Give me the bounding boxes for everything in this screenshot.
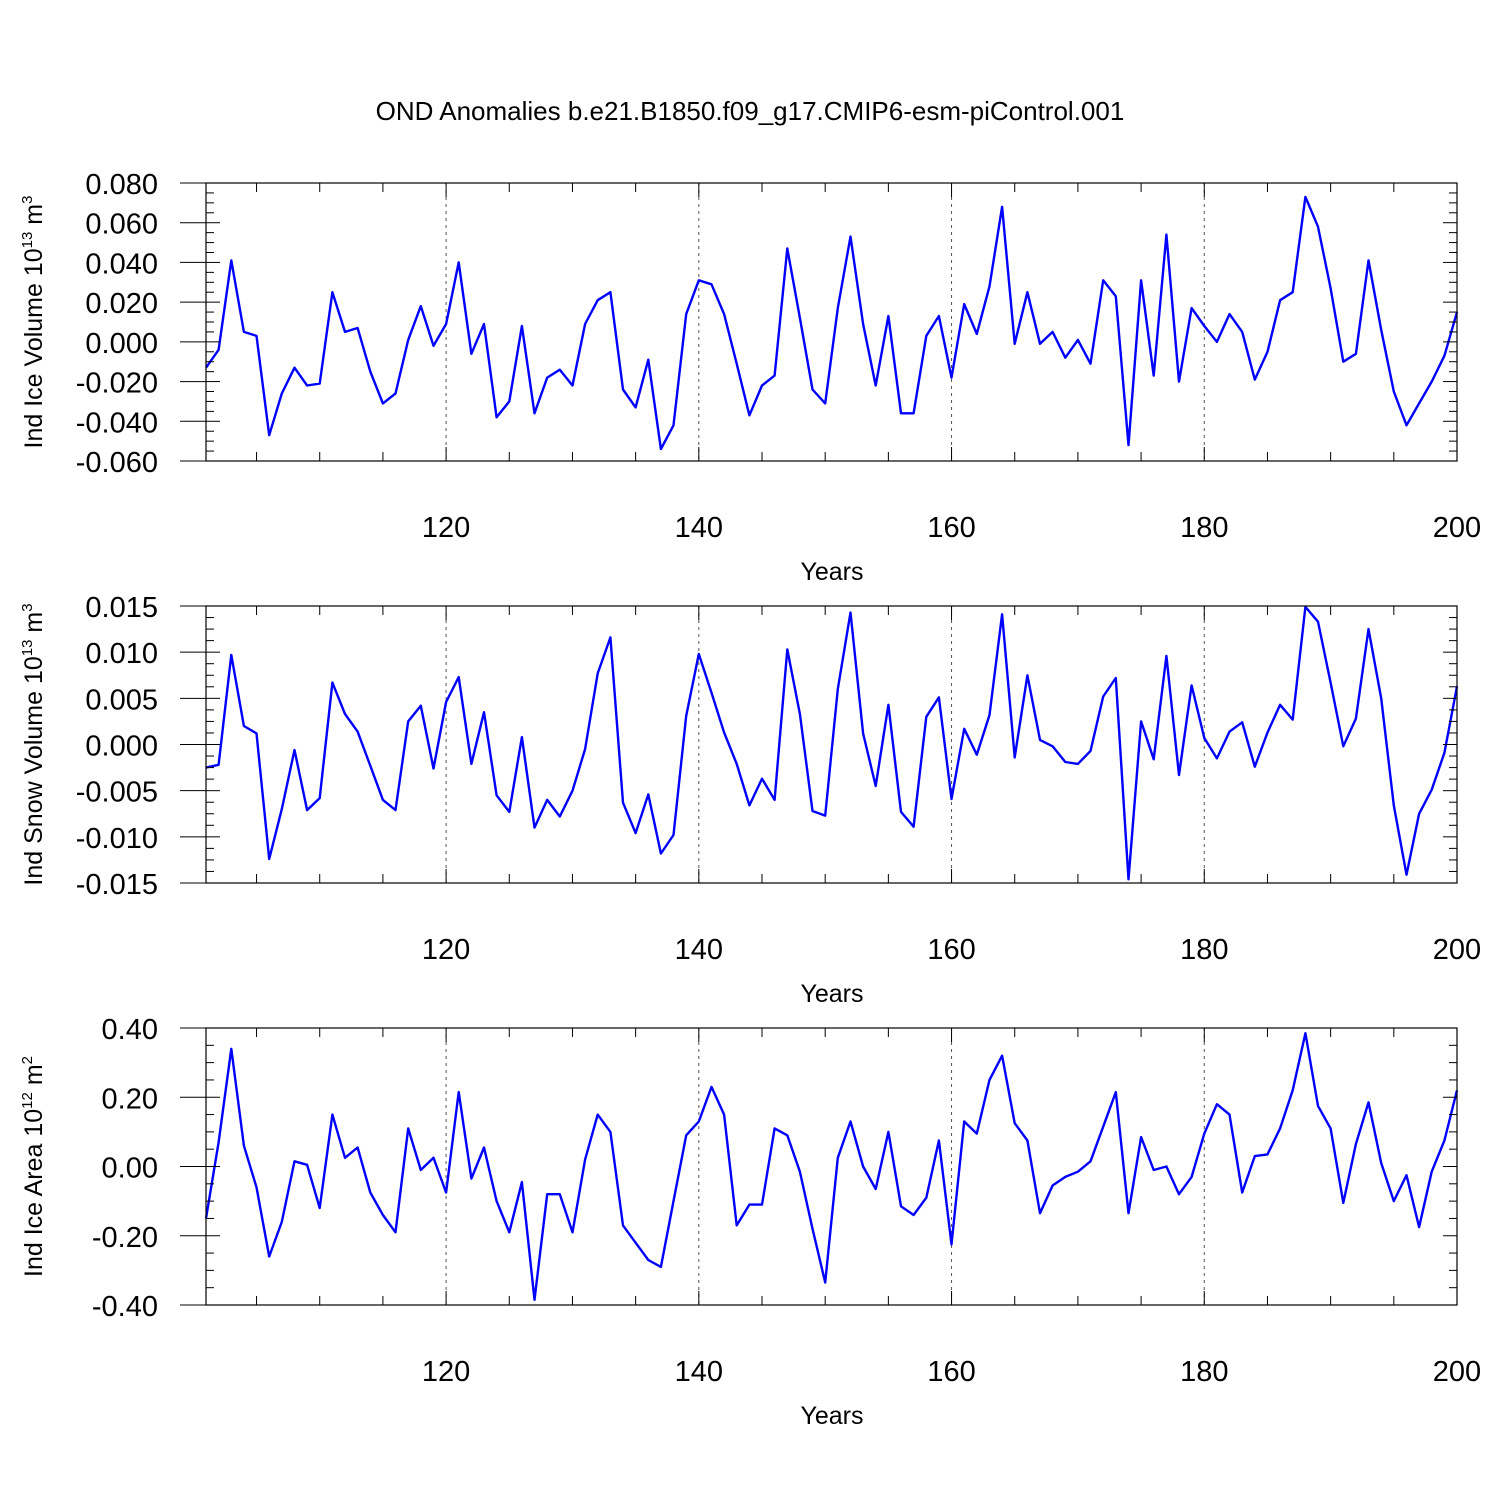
- y-tick-label: -0.015: [76, 869, 158, 901]
- y-tick-label: -0.005: [76, 777, 158, 809]
- y-tick-label: 0.005: [85, 684, 158, 716]
- x-tick-label: 140: [675, 1356, 723, 1388]
- x-axis-label: Years: [800, 1402, 863, 1430]
- y-tick-label: 0.020: [85, 288, 158, 320]
- series-line: [204, 1031, 1459, 1302]
- x-tick-label: 120: [422, 934, 470, 966]
- y-tick-label: -0.060: [76, 447, 158, 479]
- x-tick-label: 200: [1433, 512, 1481, 544]
- figure-title: OND Anomalies b.e21.B1850.f09_g17.CMIP6-…: [376, 96, 1125, 126]
- y-tick-label: 0.060: [85, 209, 158, 241]
- y-tick-label: -0.20: [92, 1222, 158, 1254]
- panel-3: -0.40 -0.20 0.00 0.20 0.40 120 140 160 180 200 Yea…: [19, 1014, 1481, 1430]
- series-line: [205, 605, 1459, 881]
- y-tick-label: 0.20: [102, 1083, 158, 1115]
- x-tick-label: 120: [422, 512, 470, 544]
- plot-frame: [205, 1027, 1458, 1306]
- panels: -0.060 -0.040 -0.020 0.000 0.020 0.040 0.060 0.…: [19, 169, 1481, 1430]
- panel-1: -0.060 -0.040 -0.020 0.000 0.020 0.040 0.060 0.…: [19, 169, 1481, 586]
- y-tick-label: 0.000: [85, 328, 158, 360]
- y-axis-label: Ind Snow Volume 1013 m3: [19, 603, 48, 885]
- y-axis-label: Ind Ice Volume 1013 m3: [19, 196, 48, 449]
- x-tick-label: 180: [1180, 934, 1228, 966]
- x-tick-label: 140: [675, 934, 723, 966]
- y-tick-label: -0.010: [76, 823, 158, 855]
- y-tick-label: 0.080: [85, 169, 158, 201]
- panel-2: -0.015 -0.010 -0.005 0.000 0.005 0.010 0.015 12…: [19, 592, 1481, 1008]
- y-tick-label: -0.040: [76, 407, 158, 439]
- x-tick-label: 200: [1433, 934, 1481, 966]
- x-axis-label: Years: [800, 980, 863, 1008]
- y-tick-label: -0.40: [92, 1291, 158, 1323]
- y-tick-label: 0.000: [85, 731, 158, 763]
- y-tick-label: 0.00: [102, 1153, 158, 1185]
- y-tick-label: 0.040: [85, 248, 158, 280]
- x-tick-label: 200: [1433, 1356, 1481, 1388]
- x-tick-label: 180: [1180, 1356, 1228, 1388]
- x-tick-label: 140: [675, 512, 723, 544]
- plot-frame: [205, 182, 1458, 462]
- series-line: [205, 195, 1459, 451]
- y-tick-label: 0.010: [85, 638, 158, 670]
- x-axis-label: Years: [800, 558, 863, 586]
- x-tick-label: 120: [422, 1356, 470, 1388]
- x-tick-label: 160: [927, 512, 975, 544]
- x-tick-label: 160: [927, 1356, 975, 1388]
- y-tick-label: 0.015: [85, 592, 158, 624]
- x-tick-label: 160: [927, 934, 975, 966]
- y-axis-label: Ind Ice Area 1012 m2: [19, 1056, 48, 1277]
- x-tick-label: 180: [1180, 512, 1228, 544]
- y-tick-label: 0.40: [102, 1014, 158, 1046]
- y-tick-label: -0.020: [76, 368, 158, 400]
